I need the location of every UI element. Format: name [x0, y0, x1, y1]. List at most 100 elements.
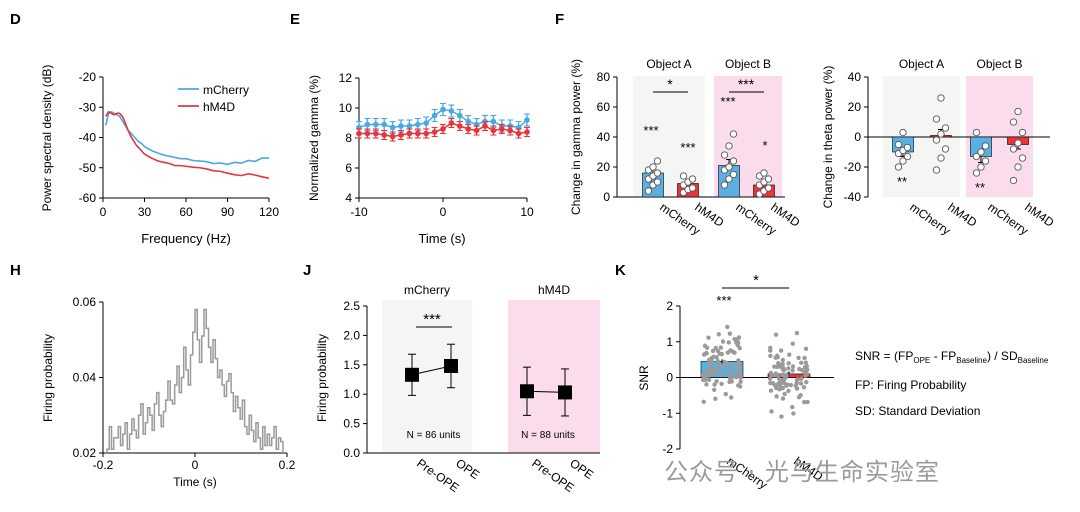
firing-j-sig: *** [423, 311, 441, 328]
snr-formula-subscript: OPE [913, 356, 930, 365]
gamma-series-hm4d-point [431, 129, 438, 135]
snr-data-point [805, 399, 810, 405]
theta-power-data-point [972, 169, 981, 177]
theta-power-x-tick-label: mCherry [907, 200, 953, 238]
gamma-series-hm4d-point [398, 132, 404, 138]
theta-power-data-point [981, 157, 990, 165]
firing-j-mcherry-marker [444, 358, 458, 373]
snr-data-point [725, 324, 730, 330]
psd-series-hm4d [105, 110, 270, 180]
snr-data-point [701, 399, 706, 405]
gamma-series-hm4d-point [364, 130, 371, 137]
theta-power-y-label: Change in theta power (%) [821, 66, 835, 209]
gamma-series-mcherry-point [490, 118, 497, 125]
panel-letter-e: E [290, 11, 300, 28]
gamma-y-tick-label: 8 [345, 131, 352, 145]
gamma-series-hm4d-point [423, 130, 430, 137]
gamma-series-hm4d-point [448, 120, 455, 126]
gamma-series-hm4d-point [490, 127, 497, 134]
snr-data-point [713, 345, 718, 351]
gamma-y-label: Normalized gamma (%) [307, 75, 321, 201]
gamma-power-data-point [764, 175, 773, 183]
snr-note-sd: SD: Standard Deviation [855, 404, 980, 418]
snr-data-point [803, 373, 808, 378]
gamma-power-data-point [688, 184, 697, 192]
psd-x-tick-label: 60 [179, 205, 193, 219]
psd-y-label: Power spectral density (dB) [40, 65, 54, 212]
snr-data-point [712, 387, 717, 392]
psd-x-tick-label: 90 [221, 205, 235, 219]
gamma-series-hm4d-point [515, 130, 522, 137]
snr-y-tick-label: 0 [666, 371, 673, 385]
gamma-y-tick-label: 4 [345, 191, 352, 205]
snr-data-point [799, 376, 804, 382]
snr-data-point [794, 330, 800, 336]
gamma-series-hm4d-point [482, 123, 488, 129]
gamma-series-hm4d-point [465, 126, 472, 132]
firing-j-hm4d-x-tick-label: Pre-OPE [529, 456, 576, 495]
snr-data-point [703, 377, 708, 383]
firing-j-hm4d-marker [520, 384, 534, 399]
gamma-series-mcherry-point [406, 123, 413, 129]
snr-data-point [719, 381, 724, 387]
gamma-power-sig-bar: *** [680, 140, 695, 155]
gamma-power-data-point [725, 163, 733, 171]
firing-j-y-tick-label: 0.0 [343, 446, 360, 460]
snr-y-tick-label: -2 [662, 442, 673, 456]
snr-sig-bar: *** [716, 293, 731, 308]
snr-data-point [728, 366, 734, 371]
snr-data-point [716, 364, 722, 369]
theta-power-data-point [899, 157, 907, 165]
gamma-x-tick-label: 0 [440, 205, 447, 219]
snr-data-point [799, 360, 804, 366]
gamma-power-data-point [729, 170, 738, 179]
gamma-power-data-point [644, 187, 653, 195]
snr-data-point [727, 376, 733, 381]
snr-data-point [710, 348, 716, 354]
theta-power-data-point [1009, 118, 1018, 126]
theta-power-data-point [937, 130, 945, 138]
firing-x-tick-label: 0 [192, 458, 199, 472]
snr-data-point [804, 379, 809, 385]
theta-power-data-point [932, 115, 941, 123]
panel-letter-j: J [303, 262, 311, 279]
gamma-series-hm4d-point [524, 129, 530, 135]
snr-data-point [720, 371, 725, 376]
snr-data-point [802, 399, 807, 405]
snr-data-point [714, 379, 719, 384]
theta-power-data-point [1009, 145, 1018, 153]
gamma-power-y-tick-label: 80 [597, 70, 611, 84]
gamma-power-data-point [760, 169, 768, 177]
gamma-x-label: Time (s) [418, 231, 465, 246]
snr-data-point [735, 336, 740, 342]
gamma-series-mcherry-point [448, 108, 455, 114]
firing-j-group-label-a: mCherry [404, 283, 450, 297]
psd-x-label: Frequency (Hz) [141, 231, 231, 246]
snr-y-tick-label: 1 [666, 335, 673, 349]
snr-data-point [768, 348, 773, 353]
gamma-power-data-point [720, 151, 729, 159]
gamma-series-hm4d-point [381, 132, 388, 138]
snr-data-point [712, 372, 717, 377]
snr-data-point [801, 384, 807, 390]
gamma-series-mcherry-point [524, 117, 530, 123]
gamma-power-y-tick-label: 0 [603, 190, 610, 204]
psd-x-tick-label: 0 [100, 205, 107, 219]
snr-data-point [781, 365, 786, 371]
snr-data-point [768, 380, 773, 386]
panel-letter-f: F [555, 11, 564, 28]
firing-j-y-tick-label: 2.5 [343, 299, 360, 313]
firing-j-y-tick-label: 1.0 [343, 387, 360, 401]
snr-data-point [704, 382, 709, 387]
snr-formula-part: SNR = (FP [855, 349, 913, 363]
snr-data-point [725, 371, 730, 376]
snr-data-point [803, 346, 809, 351]
snr-data-point [775, 355, 780, 360]
gamma-x-tick-label: 10 [520, 205, 534, 219]
gamma-power-sig-top-b: *** [738, 76, 755, 92]
gamma-series-mcherry-point [398, 123, 404, 129]
firing-j-shade-a [382, 300, 472, 453]
firing-x-tick-label: -0.2 [93, 458, 114, 472]
gamma-series-mcherry-point [431, 112, 438, 119]
psd-series-mcherry [104, 110, 269, 166]
